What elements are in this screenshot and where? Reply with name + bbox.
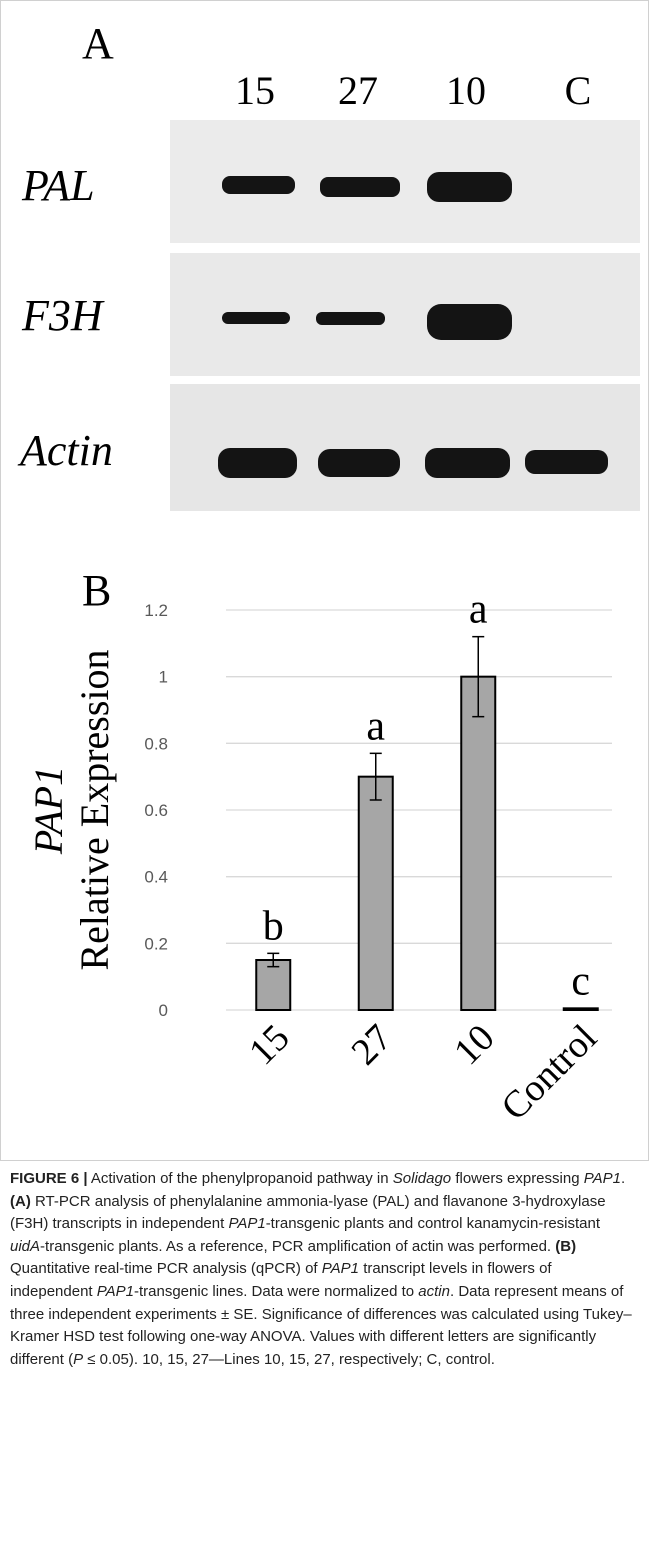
gel-band <box>318 449 400 477</box>
y-tick-label: 0.2 <box>144 934 168 953</box>
significance-letter: b <box>263 903 284 949</box>
lane-label: 27 <box>338 68 378 113</box>
caption: FIGURE 6 | Activation of the phenylpropa… <box>10 1168 638 1371</box>
y-tick-label: 1.2 <box>144 601 168 620</box>
y-tick-label: 0.4 <box>144 868 168 887</box>
bar <box>359 777 393 1010</box>
gel-band <box>222 176 295 194</box>
caption-run: Activation of the phenylpropanoid pathwa… <box>88 1170 393 1187</box>
caption-run: (B) <box>555 1238 576 1255</box>
bar <box>461 677 495 1010</box>
y-axis-label: PAP1 <box>26 766 71 855</box>
y-axis-label: Relative Expression <box>72 649 117 970</box>
caption-run: . <box>621 1170 625 1187</box>
page: {"panel_a": {"label": "A", "lanes": ["15… <box>0 0 649 1550</box>
caption-run: Solidago <box>393 1170 451 1187</box>
caption-run: FIGURE 6 | <box>10 1170 88 1187</box>
gel-band <box>425 448 510 478</box>
caption-run: uidA <box>10 1238 40 1255</box>
gel-band <box>427 172 512 202</box>
lane-label: C <box>565 68 592 113</box>
caption-run: P <box>73 1351 83 1368</box>
gene-label: PAL <box>21 161 95 210</box>
caption-run: (A) <box>10 1193 31 1210</box>
gel-band <box>427 304 512 340</box>
panel-label: B <box>82 566 111 615</box>
caption-run: -transgenic plants. As a reference, PCR … <box>40 1238 555 1255</box>
lane-label: 10 <box>446 68 486 113</box>
gel-band <box>316 312 385 325</box>
significance-letter: a <box>366 703 385 749</box>
gel-band <box>525 450 608 474</box>
y-tick-label: 0.6 <box>144 801 168 820</box>
lane-label: 15 <box>235 68 275 113</box>
bar <box>256 960 290 1010</box>
caption-run: PAP1 <box>228 1215 265 1232</box>
caption-run: PAP1 <box>584 1170 621 1187</box>
panel-label: A <box>82 19 114 68</box>
gel-band <box>222 312 290 324</box>
gel-strip <box>170 384 640 511</box>
caption-run: -transgenic plants and control kanamycin… <box>266 1215 600 1232</box>
caption-run: ≤ 0.05). 10, 15, 27—Lines 10, 15, 27, re… <box>83 1351 495 1368</box>
y-tick-label: 1 <box>159 668 168 687</box>
caption-run: -transgenic lines. Data were normalized … <box>134 1283 418 1300</box>
gene-label: F3H <box>21 291 105 340</box>
significance-letter: c <box>571 958 590 1004</box>
gel-band <box>320 177 400 197</box>
caption-run: PAP1 <box>97 1283 134 1300</box>
caption-run: PAP1 <box>322 1260 359 1277</box>
figure: A 15 27 10 C PAL F3H Actin B PAP1 Relati… <box>0 0 649 1162</box>
caption-run: flowers expressing <box>451 1170 584 1187</box>
gel-band <box>218 448 297 478</box>
caption-run: actin <box>418 1283 450 1300</box>
y-tick-label: 0 <box>159 1001 168 1020</box>
caption-run: Quantitative real-time PCR analysis (qPC… <box>10 1260 322 1277</box>
significance-letter: a <box>469 587 488 633</box>
y-tick-label: 0.8 <box>144 734 168 753</box>
gene-label: Actin <box>17 426 113 475</box>
